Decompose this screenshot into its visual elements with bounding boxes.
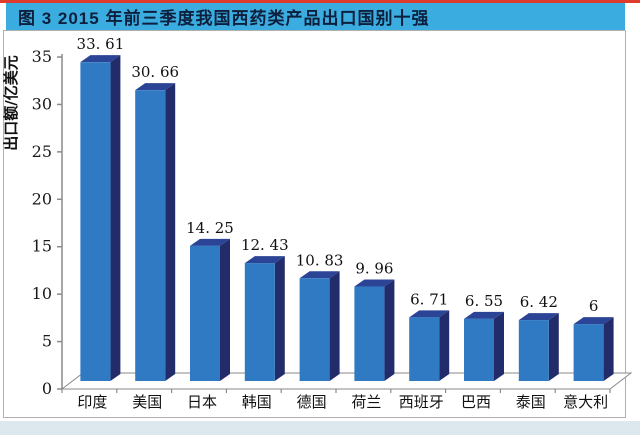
bar [464, 318, 494, 381]
bar-value-label: 12. 43 [241, 236, 289, 254]
bar-top-face [409, 310, 450, 318]
bar-top-face [464, 311, 504, 319]
bar [190, 245, 220, 381]
bar-side-face [494, 311, 504, 381]
bar-side-face [439, 310, 450, 381]
bar-value-label: 6. 71 [410, 290, 448, 308]
bar [573, 324, 604, 381]
x-category-label: 巴西 [461, 393, 491, 411]
bar-top-face [518, 313, 559, 321]
bar [80, 62, 111, 381]
bar-top-face [573, 317, 614, 325]
bar-top-face [299, 271, 340, 279]
bar [354, 286, 385, 381]
top-accent-line [0, 0, 640, 3]
x-category-label: 荷兰 [351, 393, 381, 411]
bar-top-face [354, 279, 395, 287]
x-category-label: 德国 [297, 393, 327, 411]
bar-value-label: 6. 55 [465, 292, 503, 310]
figure-title-bar: 图 3 2015 年前三季度我国西药类产品出口国别十强 [6, 3, 625, 30]
y-tick-label: 0 [42, 379, 52, 398]
y-tick-label: 10 [32, 284, 52, 303]
y-tick-label: 15 [32, 237, 52, 256]
bar-side-face [165, 83, 176, 381]
x-category-label: 日本 [187, 393, 217, 411]
y-tick-label: 20 [32, 189, 52, 208]
y-axis-title: 出口额/亿美元 [2, 55, 20, 150]
bar-value-label: 6 [589, 297, 599, 315]
bar-top-face [135, 83, 176, 91]
x-category-label: 西班牙 [399, 393, 444, 411]
x-category-label: 泰国 [516, 393, 546, 411]
figure-title: 图 3 2015 年前三季度我国西药类产品出口国别十强 [18, 9, 430, 28]
bar-side-face [110, 55, 121, 381]
bar [299, 278, 330, 381]
bar-top-face [190, 238, 230, 246]
x-category-label: 意大利 [563, 393, 608, 411]
y-tick-label: 30 [32, 94, 52, 113]
bar-value-label: 30. 66 [131, 63, 179, 81]
x-category-label: 美国 [132, 393, 162, 411]
bar-value-label: 14. 25 [186, 219, 234, 237]
bar-side-face [603, 317, 614, 381]
y-tick-label: 25 [32, 142, 52, 161]
x-category-label: 印度 [77, 393, 107, 411]
y-tick-label: 5 [42, 332, 52, 351]
bar-side-face [274, 256, 285, 381]
y-tick-label: 35 [32, 47, 52, 66]
x-category-label: 韩国 [242, 393, 272, 411]
bar-side-face [548, 313, 559, 381]
footer-strip [0, 421, 640, 435]
bar [244, 263, 275, 381]
bar [409, 317, 440, 381]
bar-value-label: 9. 96 [355, 260, 393, 278]
bar [518, 320, 549, 381]
bar-value-label: 10. 83 [296, 251, 344, 269]
bar-value-label: 6. 42 [520, 293, 558, 311]
bar [135, 90, 166, 381]
bar-side-face [384, 279, 395, 381]
bar-side-face [329, 271, 340, 381]
bar-value-label: 33. 61 [77, 35, 125, 53]
bar-top-face [244, 256, 285, 264]
bar-side-face [220, 238, 230, 381]
bar-top-face [80, 55, 121, 63]
